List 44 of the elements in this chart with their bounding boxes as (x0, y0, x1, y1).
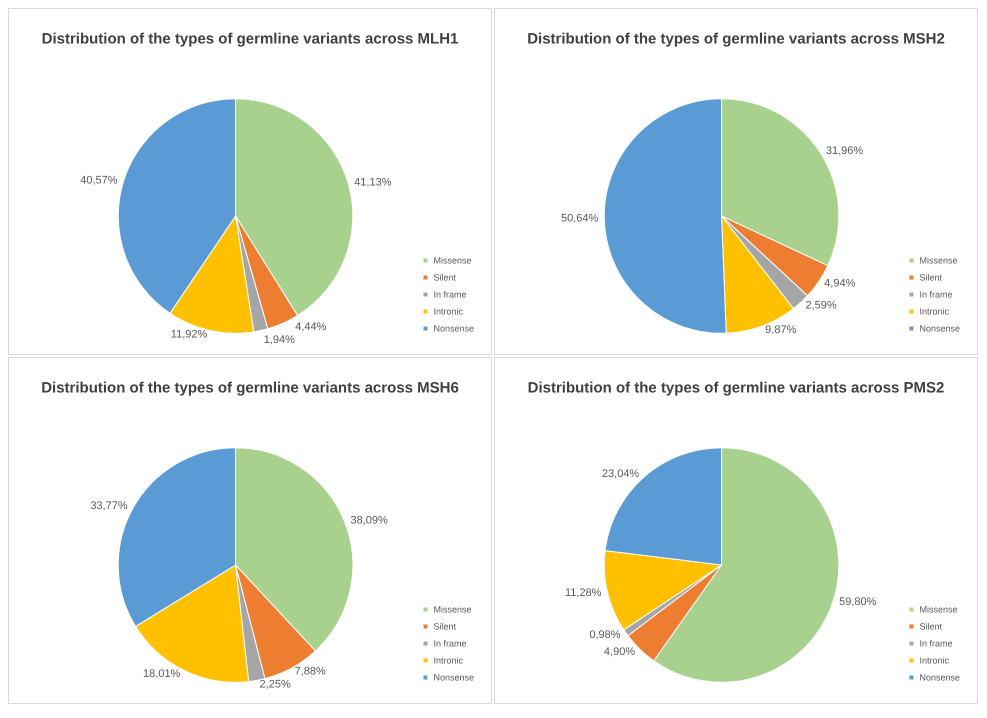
legend-label: In frame (919, 638, 952, 648)
data-label: 11,28% (564, 586, 602, 599)
legend-label: Silent (919, 622, 942, 632)
data-label: 38,09% (350, 514, 388, 527)
legend-label: Nonsense (433, 672, 474, 682)
data-label: 4,90% (604, 646, 636, 658)
chart-title: Distribution of the types of germline variants across MSH2 (527, 30, 945, 48)
data-label: 33,77% (90, 500, 128, 512)
legend-label: Silent (433, 622, 456, 632)
legend-label: Silent (919, 272, 942, 282)
data-label: 59,80% (839, 596, 877, 608)
data-label: 41,13% (354, 176, 392, 189)
legend-label: Nonsense (433, 324, 474, 334)
data-label: 11,92% (170, 328, 208, 340)
legend-label: Silent (433, 272, 456, 282)
legend-label: Missense (433, 604, 472, 614)
data-label: 1,94% (264, 334, 296, 346)
legend-label: Intronic (433, 306, 464, 316)
legend-label: Intronic (919, 306, 950, 316)
data-label: 9,87% (765, 324, 797, 336)
legend-label: Nonsense (919, 324, 960, 334)
chart-title: Distribution of the types of germline variants across PMS2 (528, 380, 944, 396)
data-label: 2,25% (260, 678, 291, 690)
data-label: 31,96% (826, 144, 864, 157)
data-label: 18,01% (143, 668, 181, 680)
data-label: 7,88% (294, 665, 326, 678)
data-label: 2,59% (805, 299, 837, 312)
data-label: 23,04% (602, 468, 640, 480)
legend-label: Intronic (433, 656, 464, 666)
legend-label: Missense (919, 604, 958, 614)
legend-label: In frame (919, 290, 952, 300)
data-label: 4,94% (824, 278, 856, 290)
data-label: 50,64% (560, 212, 598, 224)
legend-label: In frame (433, 290, 466, 300)
legend-label: In frame (433, 638, 466, 648)
chart-title: Distribution of the types of germline variants across MSH6 (41, 380, 459, 396)
data-label: 0,98% (589, 629, 621, 642)
legend-label: Missense (433, 256, 472, 266)
legend-label: Nonsense (919, 672, 960, 682)
legend-label: Intronic (919, 656, 950, 666)
data-label: 4,44% (295, 320, 327, 333)
chart-title: Distribution of the types of germline variants across MLH1 (42, 30, 458, 48)
data-label: 40,57% (80, 174, 118, 187)
legend-label: Missense (919, 256, 958, 266)
